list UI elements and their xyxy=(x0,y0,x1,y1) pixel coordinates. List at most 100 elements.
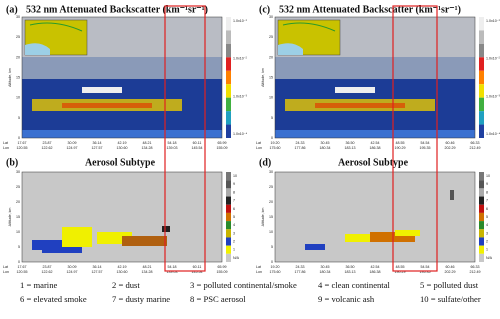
y-tick-label: 20 xyxy=(269,55,273,59)
lon-value: 177.86 xyxy=(295,146,306,150)
aerosol-region xyxy=(305,244,325,250)
lon-value: 124.97 xyxy=(67,270,78,274)
colorbar-cell xyxy=(479,97,484,112)
y-tick-label: 0 xyxy=(18,136,20,140)
sea xyxy=(278,43,303,55)
lat-value: 23.87 xyxy=(43,141,52,145)
colorbar-label: 10 xyxy=(486,174,490,178)
lon-value: 190.29 xyxy=(395,146,406,150)
y-tick-label: 20 xyxy=(16,200,20,204)
noise-band xyxy=(22,57,222,82)
colorbar-label: 2 xyxy=(233,239,235,243)
panel-title: Aerosol Subtype xyxy=(85,157,156,168)
colorbar-cell xyxy=(479,17,484,31)
lon-value: 180.34 xyxy=(320,270,331,274)
lon-value: 186.38 xyxy=(370,146,381,150)
y-tick-label: 5 xyxy=(271,116,273,120)
plot-frame xyxy=(21,16,223,139)
colorbar-label: 1.0x10⁻¹ xyxy=(233,19,248,23)
y-tick-label: 30 xyxy=(269,15,273,19)
colorbar-cell xyxy=(226,204,231,213)
lat-value: 17.67 xyxy=(18,141,27,145)
lon-value: 130.60 xyxy=(117,146,128,150)
colorbar-label: 1.0x10⁻² xyxy=(486,57,500,61)
lat-value: 66.33 xyxy=(471,265,480,269)
legend-entry: 1 = marine xyxy=(20,280,57,290)
colorbar-label: 3 xyxy=(486,231,488,235)
colorbar-cell xyxy=(479,111,484,125)
panel-label: (c) xyxy=(259,4,270,15)
lon-value: 155.09 xyxy=(217,146,228,150)
colorbar-label: 7 xyxy=(486,199,488,203)
lon-value: 120.55 xyxy=(17,146,28,150)
y-tick-label: 25 xyxy=(269,185,273,189)
aerosol-region xyxy=(450,190,454,200)
y-tick-label: 5 xyxy=(18,245,20,249)
sea xyxy=(25,43,50,55)
y-axis-label: Altitude, km xyxy=(8,208,12,227)
lon-value: 134.28 xyxy=(142,270,153,274)
lat-value: 19.20 xyxy=(271,265,280,269)
aerosol-region xyxy=(42,247,82,253)
lon-value: 195.35 xyxy=(420,146,431,150)
lon-value: 122.62 xyxy=(42,270,53,274)
lat-value: 24.33 xyxy=(296,141,305,145)
y-tick-label: 20 xyxy=(16,55,20,59)
lon-value: 175.60 xyxy=(270,146,281,150)
lon-label: Lon xyxy=(256,146,262,150)
lat-value: 60.11 xyxy=(193,265,202,269)
colorbar-label: 1.0x10⁻³ xyxy=(486,94,500,98)
lat-value: 30.45 xyxy=(321,265,330,269)
colorbar-label: 6 xyxy=(486,207,488,211)
colorbar-cell xyxy=(226,229,231,238)
colorbar-cell xyxy=(479,204,484,213)
lat-value: 48.55 xyxy=(396,265,405,269)
colorbar-label: 7 xyxy=(233,199,235,203)
lon-value: 145.54 xyxy=(192,146,203,150)
colorbar-label: 9 xyxy=(233,182,235,186)
lat-value: 48.21 xyxy=(143,141,152,145)
lon-value: 130.60 xyxy=(117,270,128,274)
lat-value: 42.54 xyxy=(371,265,380,269)
colorbar-label: 1.0x10⁻³ xyxy=(233,94,248,98)
y-tick-label: 15 xyxy=(269,75,273,79)
y-tick-label: 10 xyxy=(269,230,273,234)
lat-value: 48.21 xyxy=(143,265,152,269)
lon-value: 186.38 xyxy=(370,270,381,274)
panel-label: (d) xyxy=(259,157,271,168)
colorbar-cell xyxy=(479,229,484,238)
lon-value: 127.57 xyxy=(92,270,103,274)
lon-value: 127.57 xyxy=(92,146,103,150)
colorbar-label: 1.0x10⁻⁴ xyxy=(233,132,248,136)
colorbar-cell xyxy=(226,43,231,58)
lat-value: 42.54 xyxy=(371,141,380,145)
cloud xyxy=(335,87,375,93)
lon-value: 139.03 xyxy=(167,270,178,274)
y-tick-label: 10 xyxy=(269,96,273,100)
lat-value: 36.50 xyxy=(346,265,355,269)
ground xyxy=(275,130,475,138)
lat-value: 54.18 xyxy=(168,141,177,145)
cloud xyxy=(82,87,122,93)
lon-value: 190.29 xyxy=(395,270,406,274)
colorbar-cell xyxy=(226,212,231,222)
colorbar-cell xyxy=(226,253,231,262)
colorbar-cell xyxy=(226,196,231,205)
lat-value: 17.67 xyxy=(18,265,27,269)
plot-frame xyxy=(274,16,476,139)
colorbar-cell xyxy=(479,84,484,98)
legend-entry: 3 = polluted continental/smoke xyxy=(190,280,297,290)
lon-value: 122.62 xyxy=(42,146,53,150)
y-tick-label: 0 xyxy=(18,260,20,264)
colorbar-label: 1.0x10⁻² xyxy=(233,57,248,61)
colorbar-cell xyxy=(226,97,231,112)
lat-value: 19.20 xyxy=(271,141,280,145)
legend-entry: 4 = clean continental xyxy=(318,280,391,290)
colorbar-cell xyxy=(479,30,484,44)
y-tick-label: 30 xyxy=(16,15,20,19)
colorbar-label: 2 xyxy=(486,239,488,243)
colorbar-cell xyxy=(479,70,484,85)
panel-title: Aerosol Subtype xyxy=(338,157,409,168)
lon-value: 177.86 xyxy=(295,270,306,274)
colorbar-cell xyxy=(479,124,484,138)
